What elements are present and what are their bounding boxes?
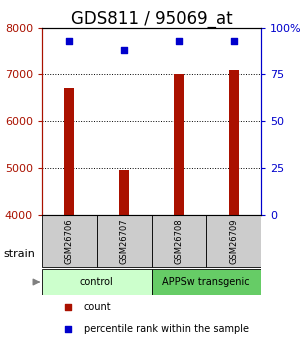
Text: GSM26707: GSM26707 — [120, 218, 129, 264]
Point — [66, 305, 71, 310]
Point — [122, 47, 127, 53]
Point — [231, 38, 236, 43]
Text: percentile rank within the sample: percentile rank within the sample — [84, 324, 249, 334]
Bar — [174, 75, 184, 215]
Bar — [206, 215, 261, 267]
Text: control: control — [80, 277, 114, 287]
Bar — [152, 269, 261, 295]
Bar — [42, 215, 97, 267]
Bar — [152, 215, 206, 267]
Text: GSM26706: GSM26706 — [65, 218, 74, 264]
Text: APPSw transgenic: APPSw transgenic — [162, 277, 250, 287]
Point — [67, 38, 72, 43]
Title: GDS811 / 95069_at: GDS811 / 95069_at — [71, 10, 232, 28]
Text: GSM26709: GSM26709 — [229, 218, 238, 264]
Bar — [97, 215, 152, 267]
Bar — [42, 269, 152, 295]
Bar — [119, 170, 129, 215]
Text: strain: strain — [3, 249, 35, 258]
Bar — [229, 70, 238, 215]
Text: count: count — [84, 302, 111, 312]
Bar — [64, 89, 74, 215]
Point — [176, 38, 181, 43]
Text: GSM26708: GSM26708 — [174, 218, 183, 264]
Point — [66, 326, 71, 332]
